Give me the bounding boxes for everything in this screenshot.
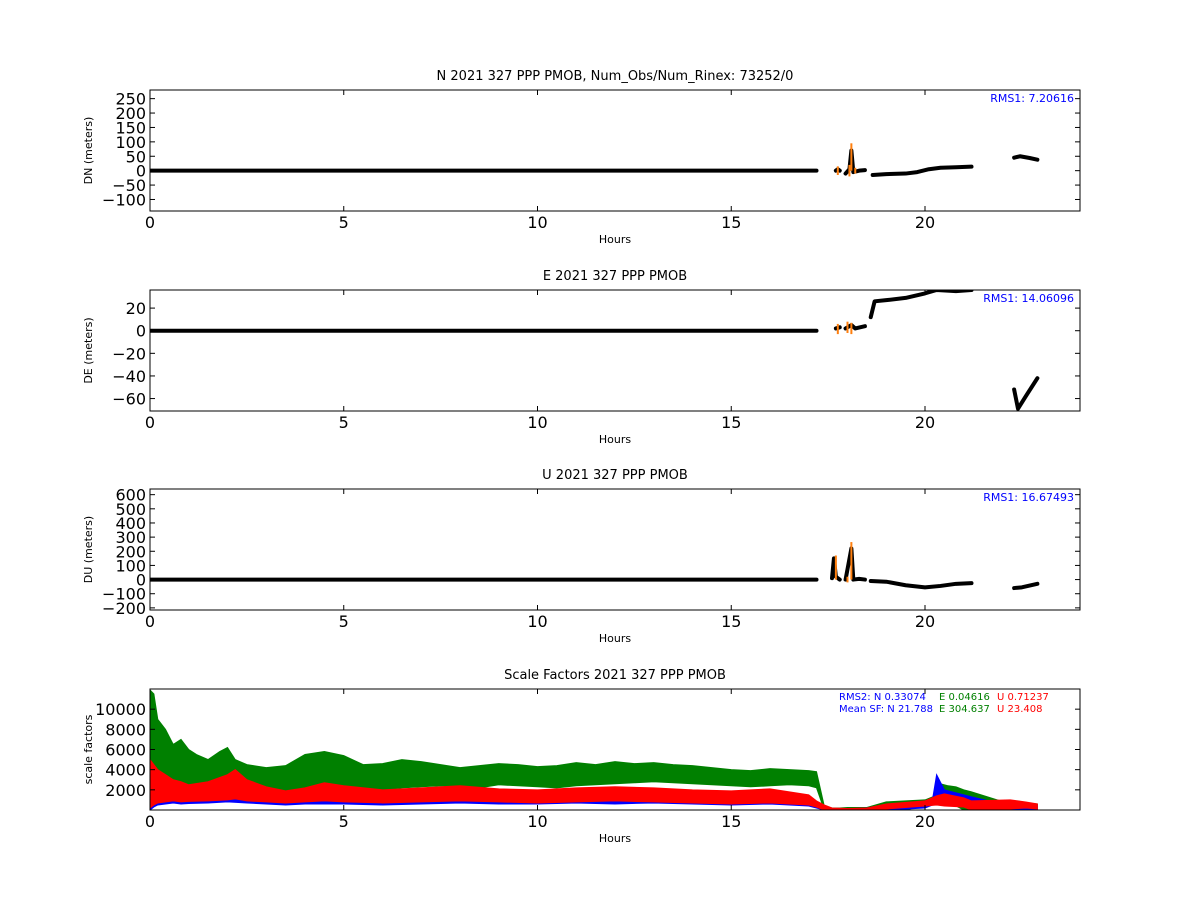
y-tick-label: −60 xyxy=(112,390,146,409)
stats-annotation: RMS2: N 0.33074 xyxy=(839,692,926,703)
y-axis-label: DE (meters) xyxy=(82,317,95,383)
plot-area xyxy=(150,542,1040,591)
y-tick-label: 200 xyxy=(115,542,146,561)
plot-frame xyxy=(149,289,1081,412)
y-tick-label: −20 xyxy=(112,344,146,363)
x-tick-label: 10 xyxy=(527,612,547,631)
series-band-3 xyxy=(150,758,1038,810)
plot-area xyxy=(150,290,1040,411)
x-tick-label: 20 xyxy=(915,612,935,631)
panel-title: Scale Factors 2021 327 PPP PMOB xyxy=(504,668,726,683)
x-tick-label: 5 xyxy=(339,812,349,831)
y-tick-label: −40 xyxy=(112,367,146,386)
stats-annotation: E 304.637 xyxy=(939,704,990,715)
series-segment-4 xyxy=(868,578,974,590)
y-tick-label: 8000 xyxy=(105,720,146,739)
panel-title: N 2021 327 PPP PMOB, Num_Obs/Num_Rinex: … xyxy=(437,69,794,84)
y-axis-label: DN (meters) xyxy=(82,117,95,185)
y-tick-label: 4000 xyxy=(105,761,146,780)
rms-annotation: RMS1: 7.20616 xyxy=(990,92,1074,105)
plot-area xyxy=(150,143,1040,177)
x-axis-label: Hours xyxy=(599,433,631,446)
y-tick-label: 100 xyxy=(115,556,146,575)
y-tick-label: 0 xyxy=(136,162,146,181)
plot-area xyxy=(150,689,1038,810)
stats-annotation: U 23.408 xyxy=(997,704,1043,715)
x-tick-label: 0 xyxy=(145,213,155,232)
rms-annotation: RMS1: 14.06096 xyxy=(983,292,1074,305)
y-tick-label: 400 xyxy=(115,514,146,533)
stats-annotation: Mean SF: N 21.788 xyxy=(839,704,933,715)
y-tick-label: 300 xyxy=(115,528,146,547)
y-tick-label: 50 xyxy=(126,147,146,166)
x-tick-label: 10 xyxy=(527,812,547,831)
x-axis-label: Hours xyxy=(599,832,631,845)
x-tick-label: 15 xyxy=(721,413,741,432)
stats-annotation: E 0.04616 xyxy=(939,692,990,703)
y-tick-label: 250 xyxy=(115,90,146,109)
y-axis-label: DU (meters) xyxy=(82,516,95,583)
y-tick-label: 0 xyxy=(136,322,146,341)
series-segment-5 xyxy=(1012,581,1040,591)
y-tick-label: 150 xyxy=(115,118,146,137)
panel-title: E 2021 327 PPP PMOB xyxy=(543,269,687,284)
x-tick-label: 10 xyxy=(527,213,547,232)
series-segment-3 xyxy=(843,546,867,582)
y-tick-label: −50 xyxy=(112,176,146,195)
x-tick-label: 15 xyxy=(721,612,741,631)
y-tick-label: 6000 xyxy=(105,741,146,760)
y-tick-label: 200 xyxy=(115,104,146,123)
series-segment-4 xyxy=(868,290,974,320)
plot-frame xyxy=(149,89,1081,212)
x-tick-label: 10 xyxy=(527,413,547,432)
stats-annotation: U 0.71237 xyxy=(997,692,1049,703)
y-tick-label: 2000 xyxy=(105,781,146,800)
panel-2: 0 5 10 15 20 −60 −40 −20 0 20 E 2021 327 PPP PMOB H… xyxy=(82,269,1081,446)
y-tick-label: −100 xyxy=(102,190,146,209)
series-segment-4 xyxy=(870,164,974,177)
rms-annotation: RMS1: 16.67493 xyxy=(983,491,1074,504)
y-tick-label: 600 xyxy=(115,486,146,505)
series-segment-5 xyxy=(1012,154,1040,162)
y-axis-label: scale factors xyxy=(82,714,95,784)
x-tick-label: 20 xyxy=(915,812,935,831)
y-tick-label: −200 xyxy=(102,599,146,618)
y-tick-label: 500 xyxy=(115,500,146,519)
plot-frame xyxy=(149,488,1081,611)
x-tick-label: 15 xyxy=(721,213,741,232)
x-tick-label: 20 xyxy=(915,413,935,432)
x-tick-label: 5 xyxy=(339,612,349,631)
x-axis-label: Hours xyxy=(599,632,631,645)
x-tick-label: 5 xyxy=(339,413,349,432)
y-tick-label: 20 xyxy=(126,299,146,318)
series-segment-5 xyxy=(1012,376,1040,411)
y-tick-label: −100 xyxy=(102,585,146,604)
x-axis-label: Hours xyxy=(599,233,631,246)
x-tick-label: 20 xyxy=(915,213,935,232)
y-tick-label: 100 xyxy=(115,133,146,152)
y-tick-label: 10000 xyxy=(95,700,146,719)
x-tick-label: 15 xyxy=(721,812,741,831)
x-tick-label: 0 xyxy=(145,413,155,432)
x-tick-label: 0 xyxy=(145,812,155,831)
x-tick-label: 0 xyxy=(145,612,155,631)
y-tick-label: 0 xyxy=(136,571,146,590)
x-tick-label: 5 xyxy=(339,213,349,232)
panel-title: U 2021 327 PPP PMOB xyxy=(542,468,688,483)
